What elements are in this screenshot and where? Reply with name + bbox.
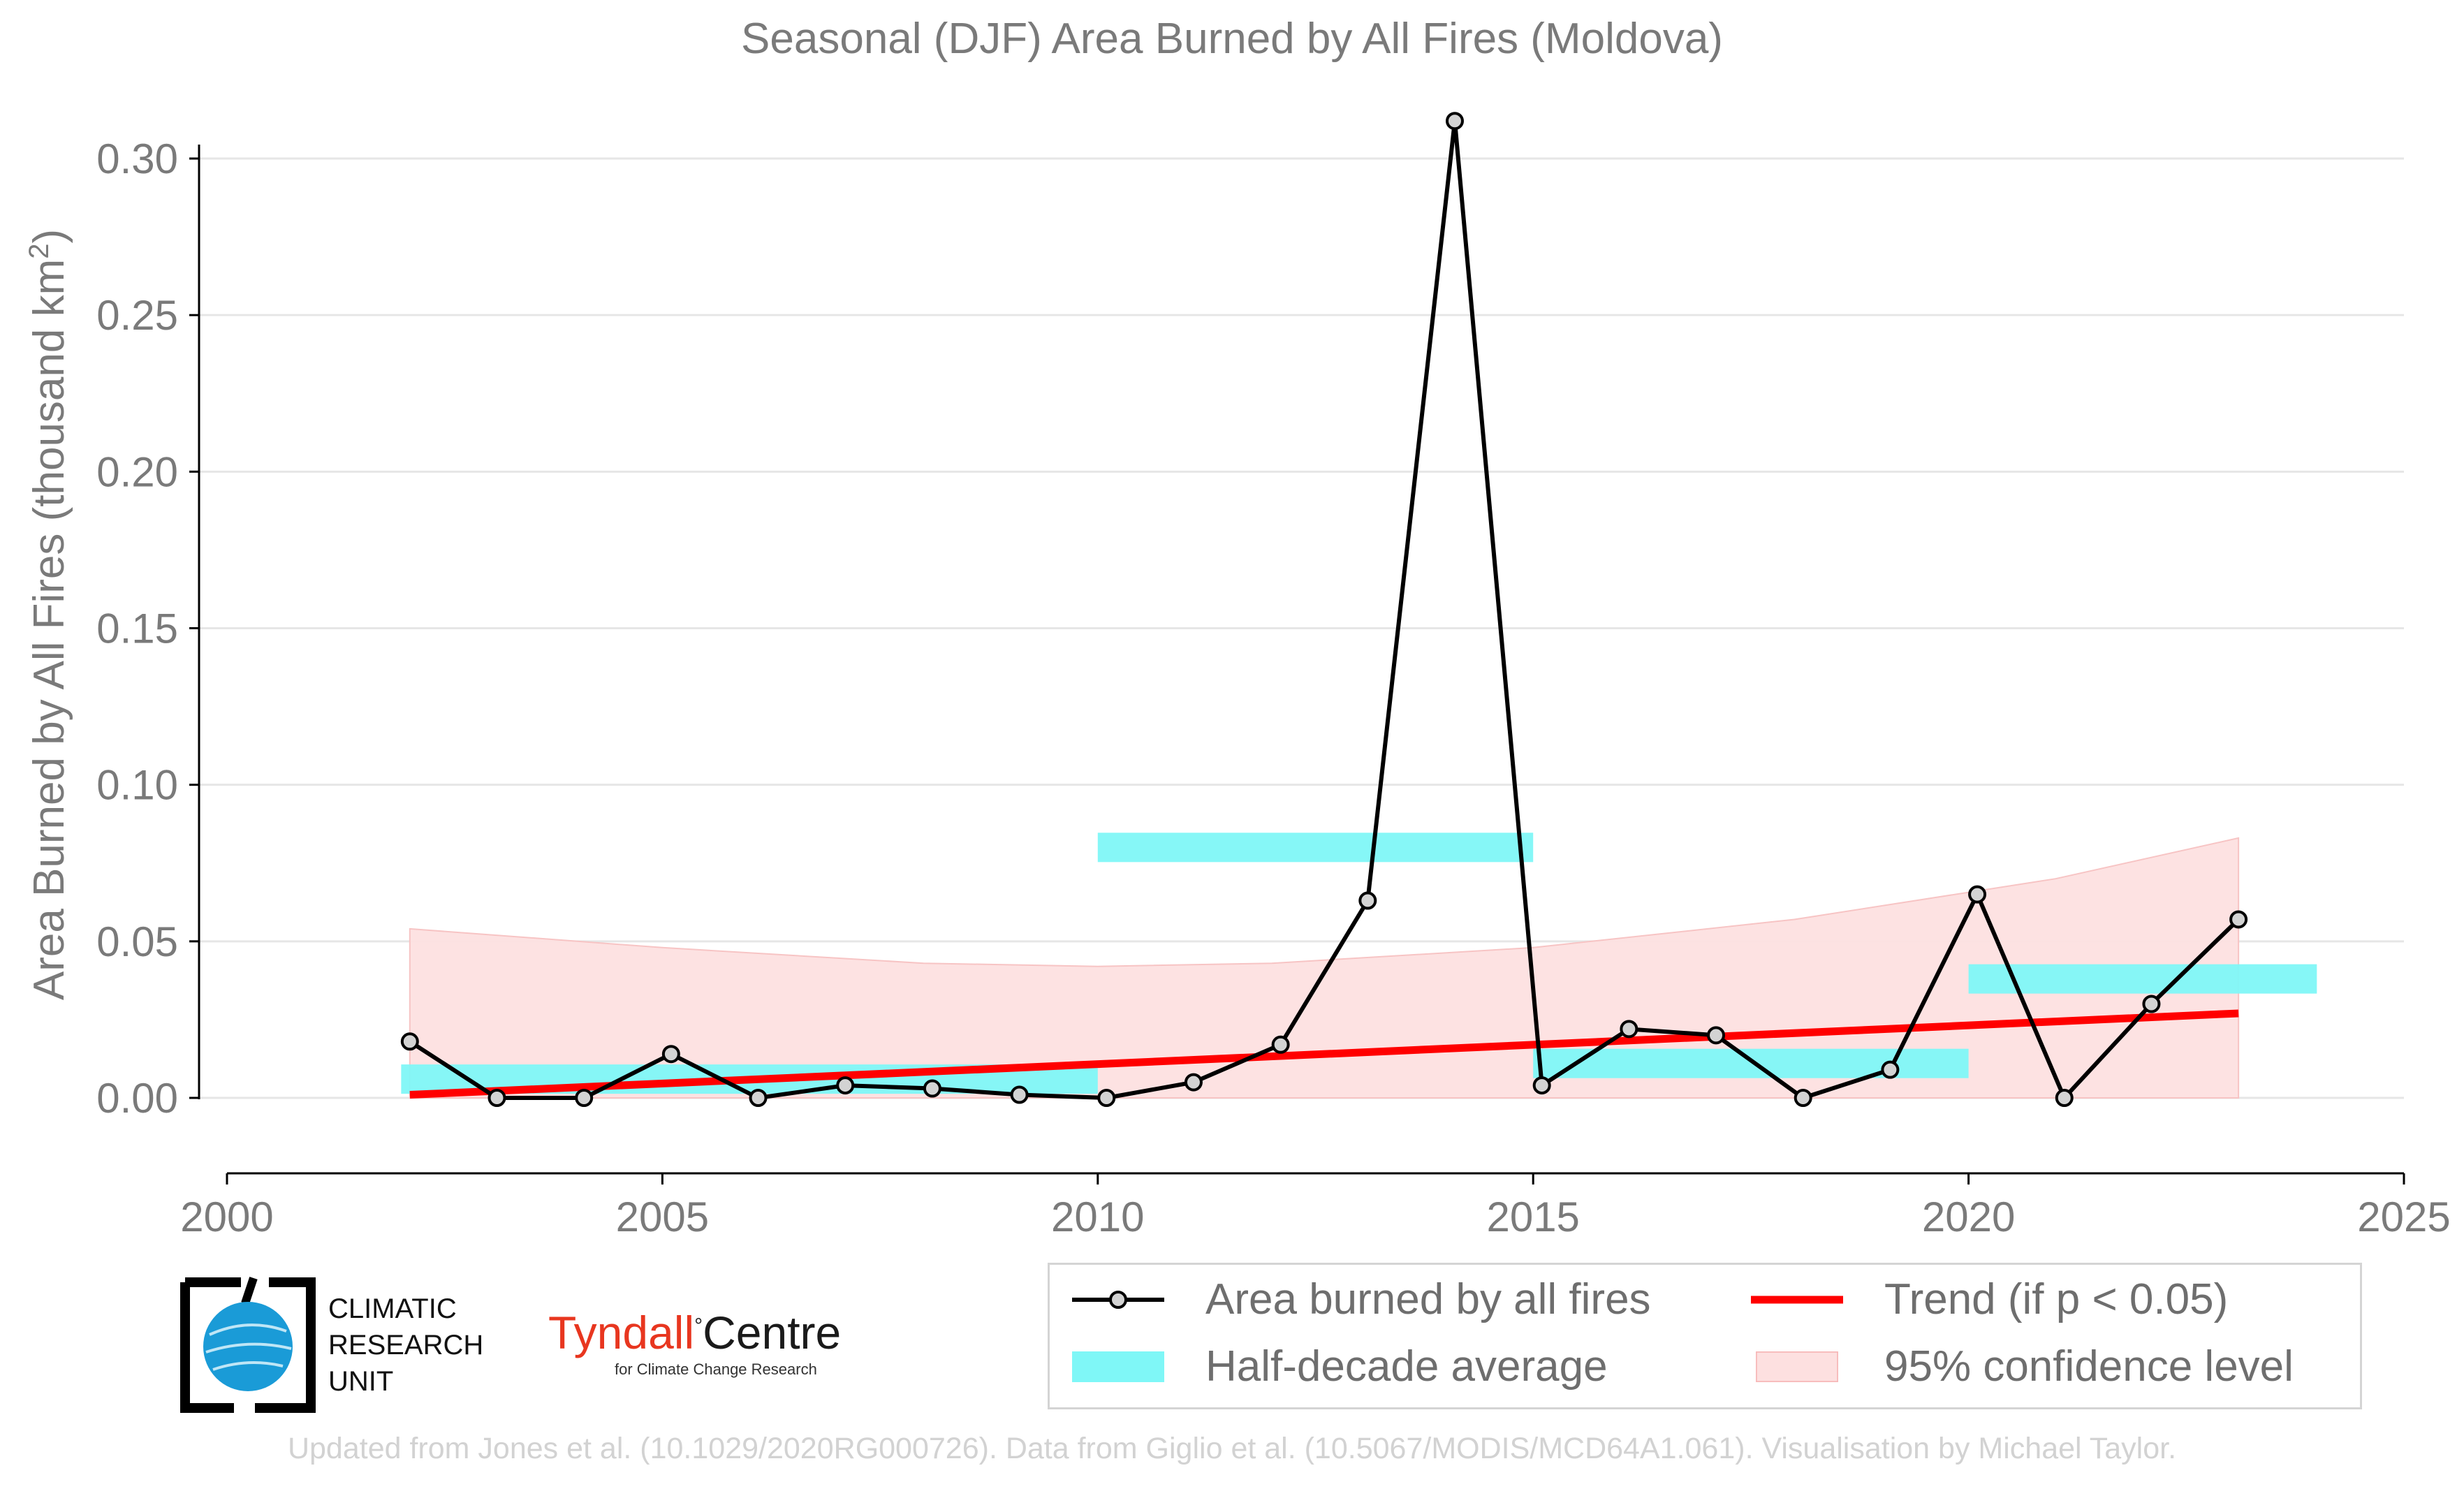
y-tick-label: 0.30 bbox=[96, 135, 178, 182]
series-point bbox=[1881, 1060, 1900, 1079]
series-line bbox=[409, 120, 2241, 1102]
series-point bbox=[1184, 1073, 1203, 1092]
cru-globe-icon bbox=[180, 1277, 316, 1413]
x-tick-label: 2005 bbox=[616, 1194, 709, 1240]
series-point bbox=[749, 1089, 768, 1107]
series-point bbox=[1794, 1089, 1812, 1107]
legend: Area burned by all fires Trend (if p < 0… bbox=[1048, 1263, 2362, 1409]
x-tick-label: 2010 bbox=[1051, 1194, 1144, 1240]
legend-swatch-series bbox=[1072, 1290, 1164, 1309]
legend-item-series: Area burned by all fires bbox=[1069, 1275, 1651, 1324]
cru-logo: CLIMATIC RESEARCH UNIT bbox=[178, 1275, 499, 1415]
series-point bbox=[1358, 891, 1377, 910]
tyndall-black: Centre bbox=[703, 1307, 842, 1358]
series-point bbox=[1620, 1020, 1638, 1039]
legend-label-confidence: 95% confidence level bbox=[1884, 1342, 2294, 1391]
series-point bbox=[661, 1045, 680, 1064]
series-point bbox=[2142, 995, 2161, 1013]
half-decade-bar bbox=[1533, 1048, 1969, 1078]
series-point bbox=[2229, 910, 2248, 929]
tyndall-wordmark: Tyndall°Centre bbox=[548, 1306, 841, 1359]
x-tick-label: 2020 bbox=[1922, 1194, 2015, 1240]
cru-line1: CLIMATIC bbox=[328, 1293, 457, 1324]
legend-label-series: Area burned by all fires bbox=[1205, 1275, 1651, 1323]
cru-line3: UNIT bbox=[328, 1366, 394, 1397]
footer-credits: Updated from Jones et al. (10.1029/2020R… bbox=[287, 1432, 2177, 1465]
y-tick-label: 0.00 bbox=[96, 1075, 178, 1122]
series-point bbox=[1968, 885, 1987, 904]
half-decade-bar bbox=[1968, 964, 2317, 994]
series-point bbox=[400, 1032, 419, 1051]
tyndall-subtitle: for Climate Change Research bbox=[615, 1360, 817, 1378]
legend-label-trend: Trend (if p < 0.05) bbox=[1884, 1275, 2229, 1323]
series-layer bbox=[400, 112, 2248, 1107]
legend-item-trend: Trend (if p < 0.05) bbox=[1748, 1275, 2228, 1324]
series-point bbox=[1271, 1035, 1290, 1054]
cru-line2: RESEARCH bbox=[328, 1330, 484, 1360]
tyndall-degree: ° bbox=[694, 1314, 703, 1337]
series-point bbox=[1445, 112, 1464, 131]
y-tick-label: 0.15 bbox=[96, 606, 178, 652]
series-point bbox=[1707, 1026, 1726, 1045]
legend-item-confidence: 95% confidence level bbox=[1748, 1342, 2294, 1391]
y-tick-label: 0.05 bbox=[96, 918, 178, 965]
cru-text: CLIMATIC RESEARCH UNIT bbox=[328, 1291, 483, 1400]
trend-line bbox=[409, 1009, 2239, 1099]
series-point bbox=[487, 1089, 506, 1107]
series-point bbox=[836, 1076, 855, 1095]
half-decade-bar bbox=[1097, 832, 1534, 863]
chart-plot: 0.00 0.05 0.10 0.15 0.20 0.25 0.30 2000 2005 2010… bbox=[96, 112, 2451, 1240]
tyndall-logo: Tyndall°Centre for Climate Change Resear… bbox=[548, 1306, 841, 1379]
axes-layer: 0.00 0.05 0.10 0.15 0.20 0.25 0.30 2000 2005 2010… bbox=[96, 135, 2451, 1240]
series-point bbox=[2055, 1089, 2074, 1107]
series-point bbox=[1097, 1089, 1116, 1107]
y-tick-label: 0.20 bbox=[96, 448, 178, 495]
series-point bbox=[575, 1089, 594, 1107]
series-point bbox=[1532, 1076, 1551, 1095]
trend-layer bbox=[409, 1009, 2239, 1099]
x-tick-label: 2015 bbox=[1486, 1194, 1579, 1240]
y-tick-label: 0.25 bbox=[96, 292, 178, 339]
legend-swatch-half-decade bbox=[1072, 1351, 1164, 1382]
legend-item-half-decade: Half-decade average bbox=[1069, 1342, 1608, 1391]
legend-swatch-trend bbox=[1751, 1296, 1843, 1303]
legend-label-half-decade: Half-decade average bbox=[1205, 1342, 1608, 1391]
y-tick-label: 0.10 bbox=[96, 762, 178, 809]
x-tick-label: 2025 bbox=[2357, 1194, 2450, 1240]
legend-swatch-confidence bbox=[1756, 1351, 1838, 1382]
tyndall-red: Tyndall bbox=[548, 1307, 695, 1358]
series-point bbox=[1010, 1085, 1029, 1104]
chart-title: Seasonal (DJF) Area Burned by All Fires … bbox=[741, 15, 1723, 63]
series-point bbox=[923, 1079, 941, 1098]
x-tick-label: 2000 bbox=[180, 1194, 273, 1240]
